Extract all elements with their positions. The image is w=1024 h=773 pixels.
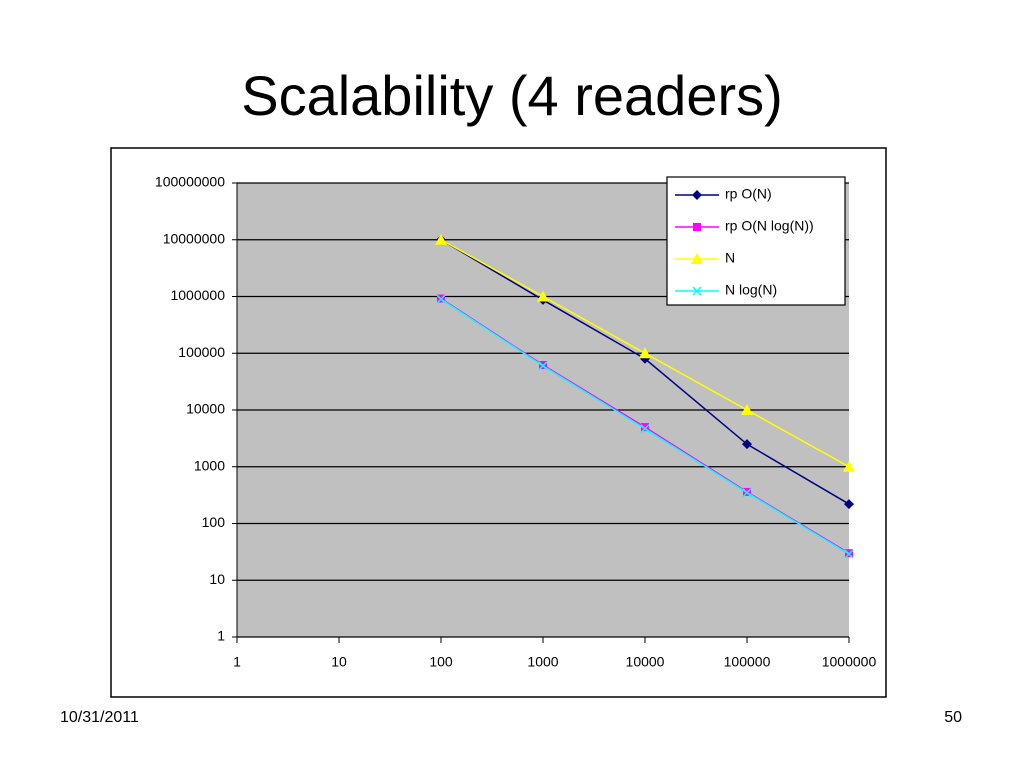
marker — [435, 233, 447, 245]
marker — [741, 404, 753, 415]
y-tick-label: 100000 — [178, 344, 225, 360]
y-tick-label: 1000 — [194, 457, 225, 473]
y-tick-label: 100000000 — [155, 174, 225, 190]
marker — [844, 499, 854, 510]
y-tick-label: 1000000 — [170, 287, 225, 303]
marker — [742, 488, 752, 498]
marker — [436, 294, 446, 304]
legend-label: rp O(N) — [725, 186, 772, 202]
legend-label: rp O(N log(N)) — [725, 218, 814, 234]
y-tick-label: 10000000 — [163, 230, 226, 246]
marker — [641, 423, 649, 432]
legend-label: N — [725, 250, 735, 266]
marker — [843, 460, 855, 472]
x-tick-label: 10 — [331, 654, 347, 670]
marker — [844, 549, 854, 559]
x-tick-label: 100000 — [724, 654, 771, 670]
x-tick-label: 100 — [429, 654, 453, 670]
marker — [691, 253, 703, 264]
chart: 1 10 100 1000 10000 100000 1000000 10000000 1000… — [155, 174, 877, 670]
y-tick-label: 100 — [202, 514, 226, 530]
y-tick-label: 1 — [217, 628, 225, 644]
x-tick-label: 10000 — [626, 654, 665, 670]
slide-title: Scalability (4 readers) — [241, 64, 783, 127]
marker — [693, 223, 701, 231]
marker — [538, 361, 548, 371]
marker — [742, 439, 752, 450]
x-tick-label: 1000 — [527, 654, 558, 670]
y-tick-label: 10000 — [186, 401, 225, 417]
footer-date: 10/31/2011 — [60, 709, 139, 726]
x-tick-label: 1000000 — [822, 654, 877, 670]
legend-label: N log(N) — [725, 282, 777, 298]
marker — [639, 347, 651, 359]
marker — [640, 424, 650, 434]
marker — [692, 190, 702, 200]
page-number: 50 — [944, 709, 962, 726]
marker — [692, 286, 702, 296]
x-tick-label: 1 — [233, 654, 241, 670]
marker — [537, 290, 549, 302]
y-tick-label: 10 — [209, 571, 225, 587]
